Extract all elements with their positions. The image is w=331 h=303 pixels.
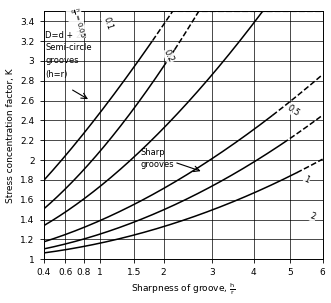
- Y-axis label: Stress concentration factor, K: Stress concentration factor, K: [6, 68, 15, 203]
- Text: $\frac{h}{d}$ = 0.05: $\frac{h}{d}$ = 0.05: [66, 6, 88, 40]
- Text: 1: 1: [302, 175, 311, 185]
- Text: (h=r): (h=r): [45, 70, 68, 79]
- Text: D=d + 2h: D=d + 2h: [45, 31, 87, 40]
- Text: 0.5: 0.5: [285, 103, 301, 118]
- Text: 2: 2: [309, 211, 317, 222]
- Text: grooves: grooves: [45, 56, 79, 65]
- Text: Semi-circle: Semi-circle: [45, 44, 92, 52]
- Text: 0.2: 0.2: [162, 48, 176, 64]
- X-axis label: Sharpness of groove, $\mathregular{\frac{h}{r}}$: Sharpness of groove, $\mathregular{\frac…: [131, 281, 235, 298]
- Text: 0.1: 0.1: [101, 15, 114, 31]
- Text: Sharp: Sharp: [141, 148, 165, 157]
- Text: grooves: grooves: [141, 160, 174, 168]
